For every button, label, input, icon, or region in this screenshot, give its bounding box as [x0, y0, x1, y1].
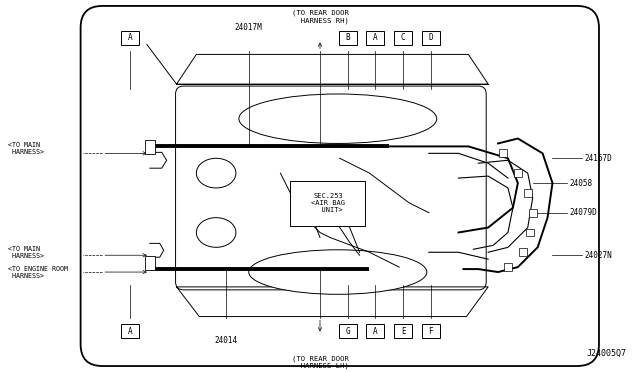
- Text: A: A: [128, 327, 132, 336]
- Bar: [504, 263, 512, 271]
- Text: <TO ENGINE ROOM
 HARNESS>: <TO ENGINE ROOM HARNESS>: [8, 266, 68, 279]
- Bar: [291, 181, 365, 225]
- Text: 24079D: 24079D: [570, 208, 597, 217]
- Ellipse shape: [196, 158, 236, 188]
- Text: 24027N: 24027N: [584, 251, 612, 260]
- Text: SEC.253
<AIR BAG
  UNIT>: SEC.253 <AIR BAG UNIT>: [311, 193, 345, 213]
- Ellipse shape: [86, 18, 590, 350]
- Bar: [367, 31, 384, 45]
- Bar: [422, 31, 440, 45]
- Bar: [145, 141, 155, 154]
- FancyBboxPatch shape: [81, 6, 599, 366]
- Text: G: G: [346, 327, 350, 336]
- Bar: [121, 31, 139, 45]
- Text: 24017M: 24017M: [235, 23, 262, 32]
- Bar: [499, 150, 507, 157]
- Text: D: D: [429, 33, 433, 42]
- FancyBboxPatch shape: [175, 86, 486, 290]
- Polygon shape: [177, 54, 488, 84]
- Bar: [519, 248, 527, 256]
- Ellipse shape: [239, 94, 436, 144]
- Text: <TO MAIN
 HARNESS>: <TO MAIN HARNESS>: [8, 142, 44, 155]
- Text: 24167D: 24167D: [584, 154, 612, 163]
- Text: 24058: 24058: [570, 179, 593, 187]
- Text: <TO MAIN
 HARNESS>: <TO MAIN HARNESS>: [8, 246, 44, 259]
- Text: F: F: [429, 327, 433, 336]
- Bar: [524, 189, 532, 197]
- Bar: [394, 324, 412, 338]
- Polygon shape: [177, 287, 488, 317]
- Text: B: B: [346, 33, 350, 42]
- Ellipse shape: [196, 218, 236, 247]
- Text: A: A: [128, 33, 132, 42]
- Text: (TO REAR DOOR
  HARNESS RH): (TO REAR DOOR HARNESS RH): [292, 10, 348, 24]
- Text: 24014: 24014: [214, 336, 237, 345]
- Text: E: E: [401, 327, 405, 336]
- Bar: [339, 324, 356, 338]
- Ellipse shape: [249, 250, 427, 294]
- Bar: [422, 324, 440, 338]
- Bar: [145, 256, 155, 270]
- Bar: [394, 31, 412, 45]
- Bar: [529, 209, 537, 217]
- Text: C: C: [401, 33, 405, 42]
- Text: A: A: [373, 33, 378, 42]
- Bar: [367, 324, 384, 338]
- Bar: [121, 324, 139, 338]
- Text: (TO REAR DOOR
  HARNESS LH): (TO REAR DOOR HARNESS LH): [292, 355, 348, 369]
- Bar: [514, 169, 522, 177]
- Bar: [526, 228, 534, 237]
- Text: A: A: [373, 327, 378, 336]
- Text: J24005Q7: J24005Q7: [587, 349, 627, 358]
- Bar: [339, 31, 356, 45]
